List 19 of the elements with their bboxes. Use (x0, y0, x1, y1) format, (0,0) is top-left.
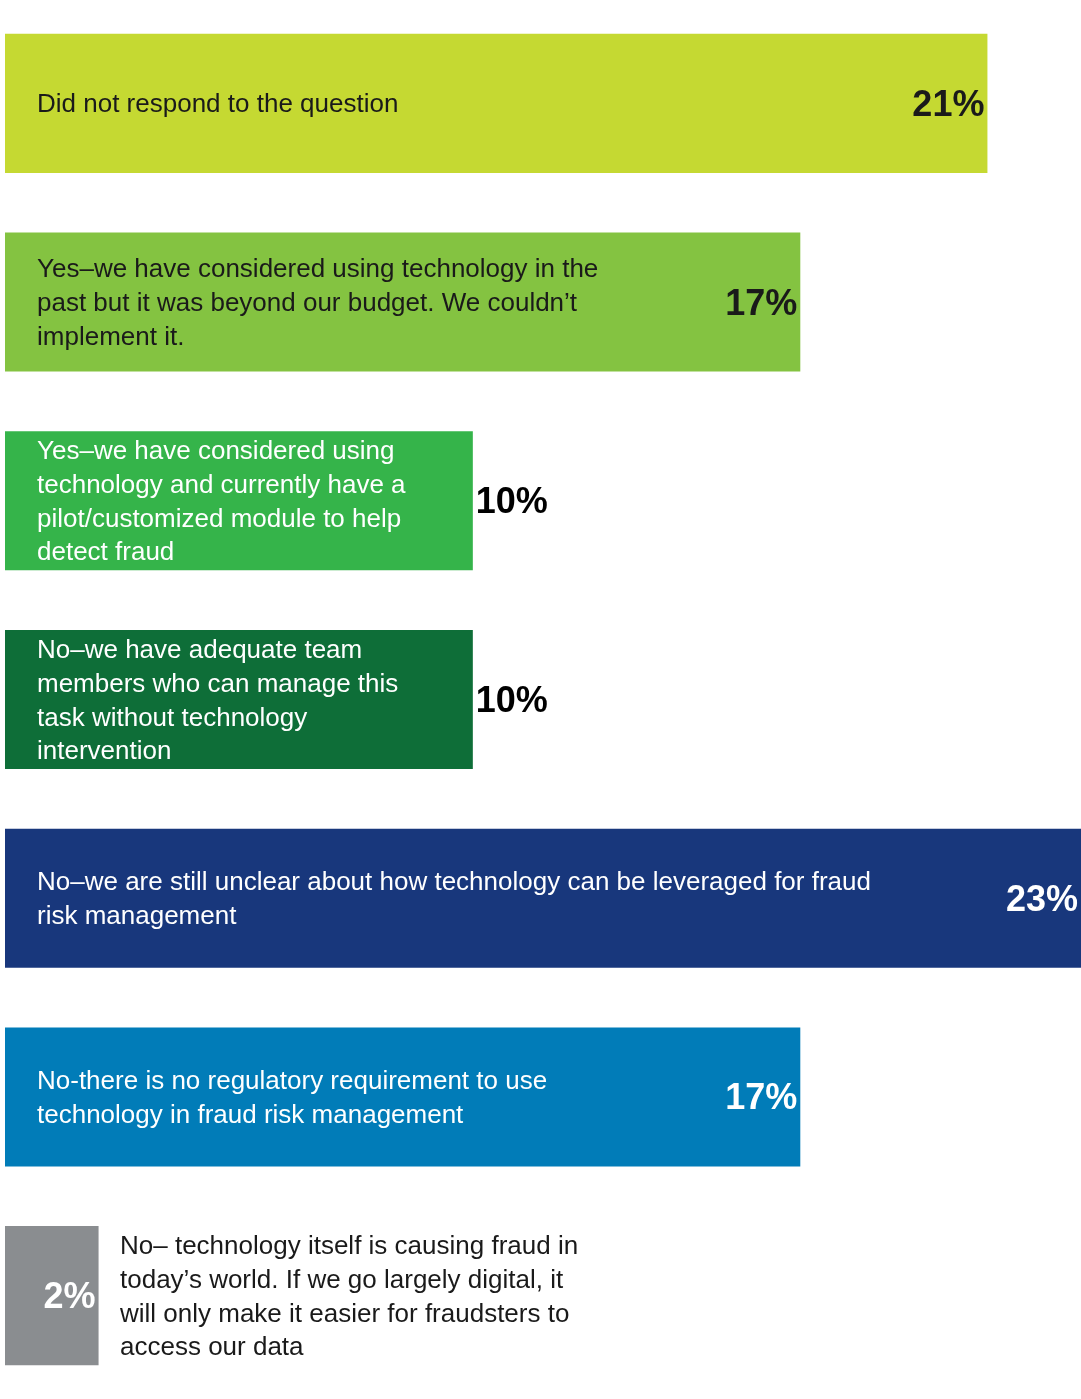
y-tick-label: No-there is no regulatory requirement to use technology in fraud risk management (37, 1065, 548, 1129)
bar (5, 828, 1081, 968)
y-tick-label: No–we have adequate team members who can manage this task without technology intervention (37, 634, 399, 766)
y-tick-label: No– technology itself is causing fraud in today’s world. If we go largely digital, it will only make it easier for fraudsters to access our data (119, 1230, 579, 1362)
y-tick-label: Yes–we have considered using technology and currently have a pilot/customized module to help detect fraud (37, 435, 407, 567)
data-label: 23% (1005, 877, 1078, 919)
data-label: 10% (475, 480, 548, 522)
y-tick-label: Yes–we have considered using technology in the past but it was beyond our budget. We couldn’t implement it. (37, 253, 599, 351)
y-tick-label: No–we are still unclear about how technology can be leveraged for fraud risk management (37, 866, 871, 930)
bar (5, 232, 801, 372)
data-label: 17% (725, 1076, 798, 1118)
y-tick-label: Did not respond to the question (37, 88, 399, 118)
data-label: 21% (912, 82, 985, 124)
bar (5, 1027, 801, 1167)
data-label: 10% (475, 679, 548, 720)
bar (5, 1226, 99, 1366)
data-label: 2% (43, 1275, 96, 1317)
data-label: 17% (725, 281, 798, 323)
bar (5, 33, 988, 173)
